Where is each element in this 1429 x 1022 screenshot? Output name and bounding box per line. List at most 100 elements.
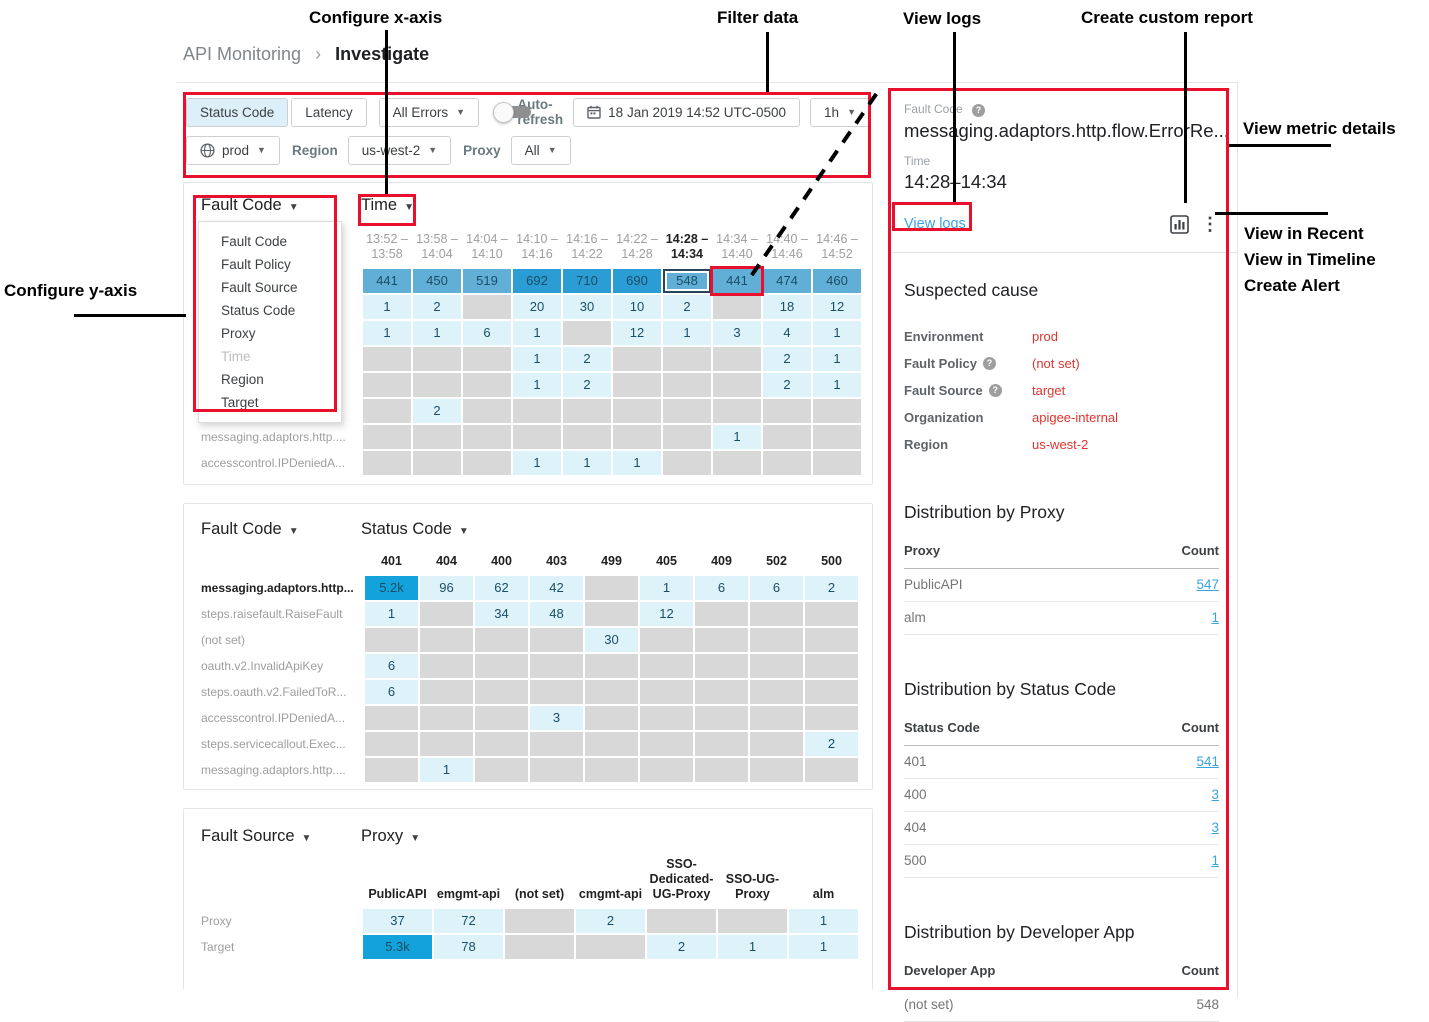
- heatmap-cell[interactable]: [695, 706, 748, 730]
- y-axis-dropdown[interactable]: Fault Source ▼: [201, 827, 312, 845]
- region-dropdown[interactable]: us-west-2 ▼: [347, 135, 452, 165]
- heatmap-cell[interactable]: 460: [813, 269, 861, 293]
- heatmap-cell[interactable]: [475, 758, 528, 782]
- heatmap-cell[interactable]: [585, 706, 638, 730]
- heatmap-cell[interactable]: [563, 425, 611, 449]
- heatmap-cell[interactable]: [805, 602, 858, 626]
- heatmap-cell[interactable]: [363, 347, 411, 371]
- distribution-count[interactable]: 3: [1211, 787, 1219, 802]
- heatmap-cell[interactable]: [805, 680, 858, 704]
- heatmap-cell[interactable]: 96: [420, 576, 473, 600]
- heatmap-cell[interactable]: 34: [475, 602, 528, 626]
- heatmap-cell[interactable]: [695, 758, 748, 782]
- heatmap-cell[interactable]: [365, 628, 418, 652]
- distribution-count[interactable]: 1: [1211, 853, 1219, 868]
- heatmap-cell[interactable]: 6: [365, 680, 418, 704]
- heatmap-cell[interactable]: [695, 654, 748, 678]
- heatmap-cell[interactable]: 20: [513, 295, 561, 319]
- heatmap-cell[interactable]: [463, 373, 511, 397]
- distribution-count[interactable]: 3: [1211, 820, 1219, 835]
- heatmap-cell[interactable]: 1: [663, 321, 711, 345]
- proxy-dropdown[interactable]: All ▼: [510, 135, 571, 165]
- heatmap-cell[interactable]: 1: [813, 321, 861, 345]
- x-axis-dropdown[interactable]: Proxy ▼: [361, 827, 421, 845]
- heatmap-cell[interactable]: [413, 373, 461, 397]
- heatmap-cell[interactable]: 1: [413, 321, 461, 345]
- heatmap-cell[interactable]: 12: [613, 321, 661, 345]
- heatmap-cell[interactable]: 2: [563, 347, 611, 371]
- heatmap-cell[interactable]: [563, 321, 611, 345]
- heatmap-cell[interactable]: [475, 706, 528, 730]
- help-icon[interactable]: ?: [982, 356, 996, 370]
- heatmap-cell[interactable]: [805, 758, 858, 782]
- heatmap-cell[interactable]: [585, 602, 638, 626]
- heatmap-cell[interactable]: 441: [363, 269, 411, 293]
- heatmap-cell[interactable]: 3: [713, 321, 761, 345]
- distribution-count[interactable]: 541: [1196, 754, 1219, 769]
- heatmap-cell[interactable]: 710: [563, 269, 611, 293]
- heatmap-cell[interactable]: [585, 680, 638, 704]
- help-icon[interactable]: ?: [972, 103, 986, 117]
- heatmap-cell[interactable]: 12: [640, 602, 693, 626]
- heatmap-cell[interactable]: [663, 425, 711, 449]
- heatmap-cell[interactable]: [750, 628, 803, 652]
- heatmap-cell[interactable]: [663, 373, 711, 397]
- heatmap-cell[interactable]: 2: [647, 935, 716, 959]
- heatmap-cell[interactable]: [813, 425, 861, 449]
- heatmap-cell[interactable]: [420, 602, 473, 626]
- heatmap-cell[interactable]: 1: [513, 451, 561, 475]
- heatmap-cell[interactable]: [365, 758, 418, 782]
- heatmap-cell[interactable]: [695, 628, 748, 652]
- heatmap-cell[interactable]: [640, 680, 693, 704]
- heatmap-cell[interactable]: [513, 425, 561, 449]
- heatmap-cell[interactable]: 48: [530, 602, 583, 626]
- heatmap-cell[interactable]: [530, 654, 583, 678]
- x-axis-dropdown[interactable]: Status Code ▼: [361, 520, 469, 538]
- heatmap-cell[interactable]: [463, 295, 511, 319]
- heatmap-cell[interactable]: [420, 654, 473, 678]
- heatmap-cell[interactable]: [750, 758, 803, 782]
- heatmap-cell[interactable]: [475, 654, 528, 678]
- x-axis-dropdown[interactable]: Time ▼: [361, 196, 414, 214]
- heatmap-cell[interactable]: 2: [805, 732, 858, 756]
- y-axis-dropdown[interactable]: Fault Code ▼: [201, 196, 299, 214]
- heatmap-cell[interactable]: [420, 732, 473, 756]
- menu-item-fault-code[interactable]: Fault Code: [221, 234, 288, 249]
- heatmap-cell[interactable]: 1: [513, 321, 561, 345]
- heatmap-cell[interactable]: [613, 399, 661, 423]
- heatmap-cell[interactable]: 2: [413, 295, 461, 319]
- auto-refresh-toggle[interactable]: [493, 101, 532, 123]
- heatmap-cell[interactable]: [713, 399, 761, 423]
- heatmap-cell[interactable]: [640, 732, 693, 756]
- heatmap-cell[interactable]: 2: [563, 373, 611, 397]
- heatmap-cell[interactable]: 692: [513, 269, 561, 293]
- heatmap-cell[interactable]: [413, 425, 461, 449]
- heatmap-cell[interactable]: [585, 576, 638, 600]
- heatmap-cell[interactable]: 2: [763, 373, 811, 397]
- heatmap-cell[interactable]: 1: [640, 576, 693, 600]
- distribution-count[interactable]: 1: [1211, 610, 1219, 625]
- heatmap-cell[interactable]: [463, 451, 511, 475]
- heatmap-cell[interactable]: 1: [513, 347, 561, 371]
- heatmap-cell[interactable]: [750, 602, 803, 626]
- heatmap-cell[interactable]: [576, 935, 645, 959]
- heatmap-cell[interactable]: [663, 347, 711, 371]
- heatmap-cell[interactable]: 450: [413, 269, 461, 293]
- heatmap-cell-selected[interactable]: 548: [663, 269, 711, 293]
- distribution-count[interactable]: 547: [1196, 577, 1219, 592]
- heatmap-cell[interactable]: [475, 732, 528, 756]
- tab-status-code[interactable]: Status Code: [186, 97, 289, 127]
- heatmap-cell[interactable]: [750, 680, 803, 704]
- heatmap-cell[interactable]: [805, 654, 858, 678]
- heatmap-cell[interactable]: 42: [530, 576, 583, 600]
- heatmap-cell[interactable]: [363, 373, 411, 397]
- heatmap-cell[interactable]: 5.3k: [363, 935, 432, 959]
- heatmap-cell[interactable]: [365, 732, 418, 756]
- heatmap-cell[interactable]: [365, 706, 418, 730]
- heatmap-cell[interactable]: [513, 399, 561, 423]
- tab-latency[interactable]: Latency: [291, 97, 367, 127]
- heatmap-cell[interactable]: [613, 373, 661, 397]
- heatmap-cell[interactable]: 62: [475, 576, 528, 600]
- heatmap-cell[interactable]: 2: [413, 399, 461, 423]
- heatmap-cell[interactable]: [505, 909, 574, 933]
